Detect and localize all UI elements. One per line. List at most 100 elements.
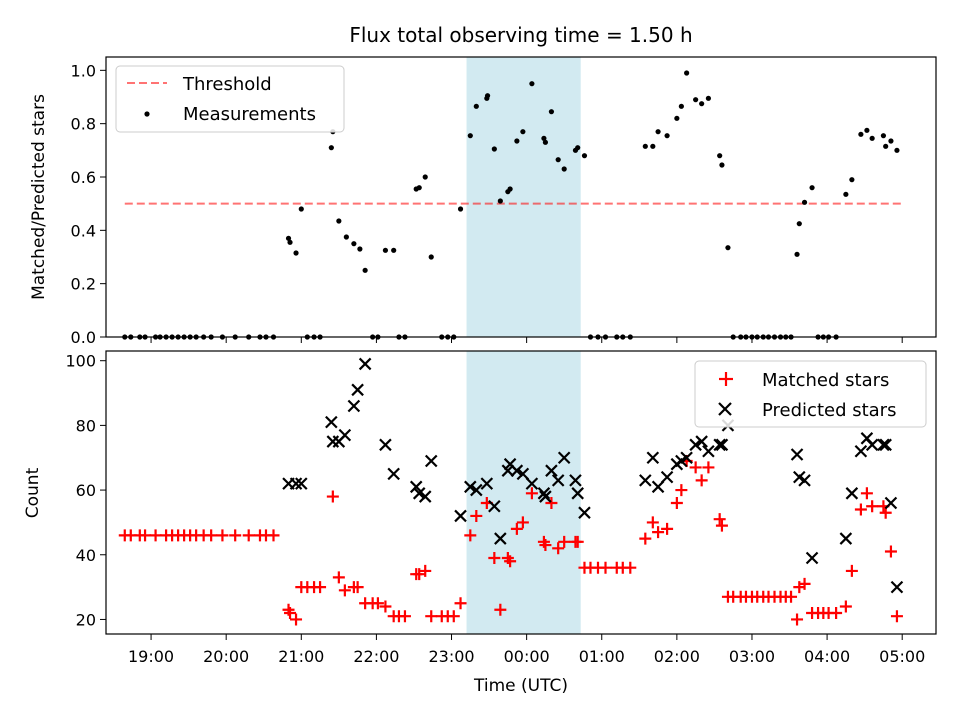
measurement-point: [548, 109, 555, 115]
matched-star-point: [830, 606, 843, 619]
top-y-tick-label: 0.6: [71, 168, 96, 187]
legend-predicted-label: Predicted stars: [762, 400, 896, 421]
predicted-star-point: [551, 474, 565, 487]
measurement-point: [357, 246, 363, 252]
bottom-legend: Matched stars Predicted stars: [694, 360, 927, 428]
measurement-point: [809, 185, 815, 191]
measurement-point: [699, 101, 705, 107]
measurement-point: [328, 145, 334, 151]
matched-star-point: [854, 503, 867, 516]
top-y-tick-label: 1.0: [71, 61, 96, 80]
predicted-star-point: [854, 444, 868, 458]
measurement-point: [391, 247, 397, 253]
measurement-point: [880, 133, 887, 139]
predicted-star-point: [798, 474, 811, 487]
predicted-star-point: [651, 480, 665, 494]
matched-star-point: [314, 581, 327, 594]
measurement-point: [864, 127, 870, 133]
measurement-point: [693, 97, 699, 103]
matched-star-point: [229, 529, 242, 542]
measurement-point: [894, 147, 900, 153]
predicted-star-point: [418, 490, 432, 503]
predicted-star-point: [660, 470, 674, 484]
legend-matched-swatch: [719, 372, 733, 386]
matched-star-point: [661, 522, 674, 535]
bottom-shaded-interval: [466, 351, 581, 634]
x-tick-label: 19:00: [128, 647, 174, 666]
predicted-star-point: [494, 532, 507, 545]
predicted-star-point: [845, 487, 859, 500]
predicted-star-point: [537, 487, 551, 500]
x-tick-label: 20:00: [203, 647, 249, 666]
matched-star-point: [860, 487, 873, 500]
x-tick-label: 23:00: [428, 647, 474, 666]
predicted-star-point: [379, 438, 392, 452]
legend-measurements-swatch: [144, 111, 150, 117]
legend-threshold-label: Threshold: [182, 74, 272, 95]
measurement-point: [843, 191, 849, 197]
measurement-point: [520, 129, 526, 135]
matched-star-point: [652, 526, 665, 539]
predicted-star-point: [338, 428, 352, 442]
predicted-star-point: [289, 477, 303, 490]
matched-star-point: [670, 497, 683, 510]
top-y-tick-label: 0.4: [71, 221, 96, 240]
measurement-point: [467, 133, 473, 139]
matched-star-point: [425, 610, 438, 623]
measurement-point: [561, 166, 567, 172]
matched-star-point: [242, 529, 255, 542]
predicted-star-point: [480, 477, 494, 490]
measurement-point: [287, 239, 293, 245]
matched-star-point: [447, 610, 460, 623]
bottom-y-tick-label: 60: [76, 481, 96, 500]
predicted-star-points: [282, 357, 904, 594]
predicted-star-point: [412, 487, 426, 500]
measurement-points: [122, 70, 900, 340]
predicted-star-point: [516, 467, 530, 481]
matched-star-point: [379, 600, 392, 613]
matched-star-point: [454, 597, 467, 610]
predicted-star-point: [347, 399, 361, 413]
matched-star-point: [205, 529, 218, 542]
measurement-point: [542, 139, 549, 145]
measurement-point: [497, 198, 503, 204]
measurement-point: [575, 145, 581, 151]
measurement-point: [514, 138, 520, 144]
top-legend-box: [115, 65, 345, 133]
bottom-panel: 20 40 60 80 100 19:00 20:00 21:00 22:00 23:00 00:…: [23, 350, 937, 696]
bottom-y-axis-label: Count: [23, 467, 43, 518]
matched-star-point: [798, 577, 811, 590]
measurement-point: [416, 185, 422, 191]
measurement-point: [581, 153, 588, 159]
matched-star-point: [149, 529, 162, 542]
predicted-star-point: [805, 551, 819, 565]
x-tick-label: 05:00: [879, 647, 925, 666]
matched-star-point: [884, 545, 897, 558]
measurement-point: [674, 115, 680, 121]
matched-star-point: [290, 613, 303, 626]
bottom-y-axis: 20 40 60 80 100: [65, 352, 106, 629]
matched-star-point: [785, 590, 798, 603]
measurement-point: [507, 186, 513, 192]
matched-star-point: [525, 487, 538, 500]
predicted-star-point: [557, 451, 571, 465]
matched-star-point: [413, 568, 426, 581]
predicted-star-point: [488, 499, 501, 513]
predicted-star-point: [454, 509, 467, 523]
matched-star-point: [464, 529, 477, 542]
x-axis-label: Time (UTC): [473, 676, 568, 696]
matched-star-point: [470, 509, 483, 522]
measurement-point: [719, 162, 725, 168]
matched-star-point: [791, 613, 804, 626]
predicted-star-point: [715, 438, 729, 452]
predicted-star-point: [695, 435, 708, 448]
predicted-star-point: [865, 438, 879, 452]
measurement-point: [705, 95, 712, 101]
measurement-point: [678, 103, 684, 109]
matched-star-point: [702, 461, 715, 474]
x-tick-label: 21:00: [278, 647, 324, 666]
matched-star-point: [866, 500, 879, 513]
predicted-star-point: [839, 532, 853, 545]
measurement-point: [422, 174, 428, 180]
matched-star-point: [516, 516, 529, 529]
